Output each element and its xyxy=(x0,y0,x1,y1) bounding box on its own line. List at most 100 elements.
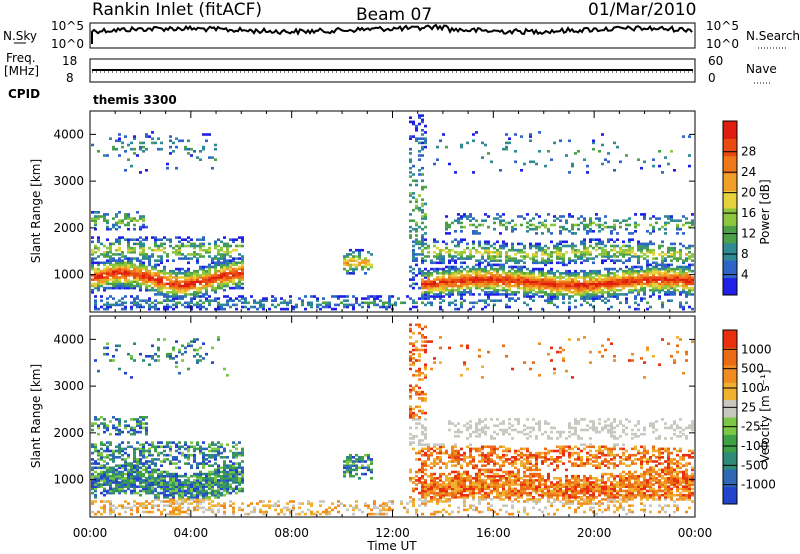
velocity-cell xyxy=(205,493,208,497)
velocity-cell xyxy=(172,481,175,484)
velocity-cell xyxy=(178,451,181,455)
power-cell xyxy=(667,267,670,271)
velocity-cell xyxy=(94,418,97,421)
power-cell xyxy=(673,251,676,254)
power-cell xyxy=(133,147,136,151)
velocity-cell xyxy=(103,493,106,497)
velocity-cell xyxy=(352,512,355,516)
power-cell xyxy=(499,255,502,258)
velocity-cell xyxy=(154,477,157,480)
power-cell xyxy=(640,255,643,258)
power-cell xyxy=(613,282,616,286)
power-cell xyxy=(208,263,211,267)
velocity-cell xyxy=(106,453,109,457)
power-cell xyxy=(109,286,112,290)
power-cell xyxy=(514,272,517,275)
power-cell xyxy=(559,139,562,143)
velocity-cell xyxy=(229,479,232,482)
power-cell xyxy=(457,291,460,294)
power-cell xyxy=(577,284,580,288)
power-cell xyxy=(235,248,238,252)
power-cell xyxy=(484,240,487,244)
velocity-cell xyxy=(181,352,184,356)
power-cell xyxy=(94,219,97,222)
power-cell xyxy=(223,282,226,286)
velocity-cell xyxy=(91,474,94,478)
power-cell xyxy=(460,257,463,260)
power-cell xyxy=(553,286,556,290)
power-cell xyxy=(583,225,586,229)
velocity-cell xyxy=(175,449,178,453)
power-cell xyxy=(223,307,226,311)
power-cell xyxy=(556,253,559,256)
velocity-cell xyxy=(310,504,313,507)
velocity-cell xyxy=(202,498,205,501)
velocity-cell xyxy=(238,464,241,467)
power-cell xyxy=(586,257,589,260)
power-cell xyxy=(145,288,148,292)
velocity-cell xyxy=(412,498,415,501)
power-cell xyxy=(262,299,265,302)
velocity-cell xyxy=(187,491,190,495)
power-cell xyxy=(91,251,94,254)
power-cell xyxy=(223,255,226,258)
velocity-cell xyxy=(160,512,163,516)
power-cell xyxy=(598,295,601,298)
power-cell xyxy=(409,225,412,229)
power-cell xyxy=(355,265,358,269)
power-cell xyxy=(376,295,379,298)
velocity-cell xyxy=(349,458,352,461)
power-cell xyxy=(127,221,130,225)
power-cell xyxy=(670,278,673,281)
power-cell xyxy=(550,269,553,273)
power-cell xyxy=(520,282,523,286)
velocity-cell xyxy=(103,472,106,476)
power-cell xyxy=(205,297,208,300)
power-cell xyxy=(574,284,577,288)
power-cell xyxy=(649,217,652,220)
power-cell xyxy=(472,217,475,220)
velocity-cell xyxy=(193,483,196,486)
velocity-cell xyxy=(193,447,196,451)
velocity-cell xyxy=(196,474,199,478)
velocity-cell xyxy=(412,435,415,438)
power-cell xyxy=(679,253,682,256)
velocity-cell xyxy=(109,466,112,470)
power-cell xyxy=(97,284,100,288)
velocity-cell xyxy=(199,346,202,350)
velocity-cell xyxy=(409,470,412,474)
power-cell xyxy=(205,286,208,290)
power-cell xyxy=(421,291,424,294)
velocity-cell xyxy=(184,456,187,459)
power-cell xyxy=(202,269,205,273)
velocity-cell xyxy=(409,397,412,400)
velocity-cell xyxy=(97,432,100,436)
power-cell xyxy=(289,299,292,302)
velocity-cell xyxy=(145,449,148,453)
power-cell xyxy=(175,293,178,296)
power-cell xyxy=(454,280,457,283)
power-cell xyxy=(550,295,553,298)
velocity-cell xyxy=(163,489,166,493)
velocity-cell xyxy=(166,472,169,476)
velocity-cell xyxy=(133,428,136,432)
power-cell xyxy=(145,280,148,283)
power-cell xyxy=(106,297,109,300)
power-cell xyxy=(433,162,436,166)
power-cell xyxy=(538,284,541,288)
power-cell xyxy=(667,299,670,302)
power-cell xyxy=(667,215,670,218)
power-cell xyxy=(118,133,121,136)
velocity-cell xyxy=(160,481,163,484)
power-cell xyxy=(424,225,427,229)
power-cell xyxy=(604,280,607,283)
velocity-cell xyxy=(130,489,133,493)
power-cell xyxy=(565,288,568,292)
power-cell xyxy=(652,272,655,275)
power-cell xyxy=(562,253,565,256)
power-cell xyxy=(595,293,598,296)
power-cell xyxy=(532,280,535,283)
velocity-cell xyxy=(112,359,115,362)
power-cell xyxy=(526,286,529,290)
power-cell xyxy=(487,278,490,281)
